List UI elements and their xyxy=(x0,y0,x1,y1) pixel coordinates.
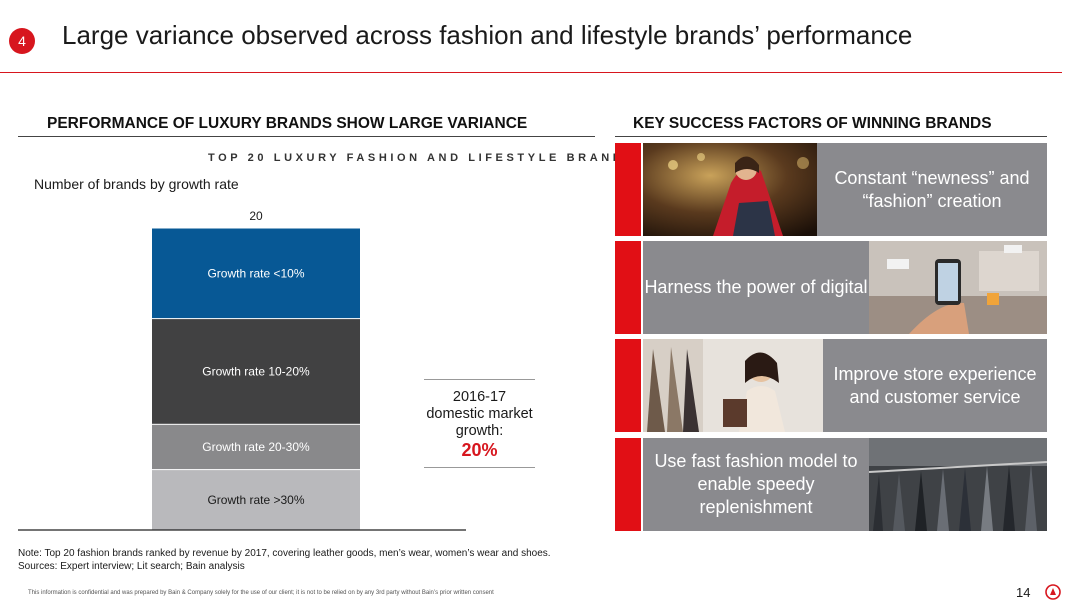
bar-segment xyxy=(152,424,360,470)
success-factor-1: Constant “newness” and “fashion” creatio… xyxy=(615,143,1047,236)
clothing-rack-photo xyxy=(869,438,1047,531)
factor-accent-bar xyxy=(615,241,641,334)
factor-accent-bar xyxy=(615,143,641,236)
success-factor-4: Use fast fashion model to enable speedy … xyxy=(615,438,1047,531)
bar-segment xyxy=(152,470,360,530)
factor-label-1: Constant “newness” and “fashion” creatio… xyxy=(817,143,1047,236)
bar-segment xyxy=(152,228,360,319)
chart-subtitle: TOP 20 LUXURY FASHION AND LIFESTYLE BRAN… xyxy=(208,152,636,164)
factor-accent-bar xyxy=(615,438,641,531)
left-heading-rule xyxy=(18,136,595,137)
factor-label-2: Harness the power of digital xyxy=(643,241,869,334)
factor-accent-bar xyxy=(615,339,641,432)
success-factor-2: Harness the power of digital xyxy=(615,241,1047,334)
bar-total-label: 20 xyxy=(249,209,263,223)
right-heading-rule xyxy=(615,136,1047,137)
right-section-heading: KEY SUCCESS FACTORS OF WINNING BRANDS xyxy=(633,115,992,132)
store-customer-photo xyxy=(643,339,823,432)
left-section-heading: PERFORMANCE OF LUXURY BRANDS SHOW LARGE … xyxy=(47,115,528,132)
bain-logo-icon xyxy=(1045,584,1061,600)
footnote: Note: Top 20 fashion brands ranked by re… xyxy=(18,547,551,573)
footnote-sources: Sources: Expert interview; Lit search; B… xyxy=(18,561,245,572)
stacked-bar-chart: Growth rate >30% Growth rate 20-30% Growth… xyxy=(18,209,466,531)
factor-label-3: Improve store experience and customer se… xyxy=(823,339,1047,432)
bar-segment-label: Growth rate 10-20% xyxy=(202,364,310,378)
title-divider xyxy=(0,72,1062,73)
bar-segment-label: Growth rate 20-30% xyxy=(202,440,310,454)
bar-segment xyxy=(152,319,360,424)
callout-value: 20% xyxy=(461,440,498,460)
footnote-note: Note: Top 20 fashion brands ranked by re… xyxy=(18,548,551,559)
section-number-badge: 4 xyxy=(9,28,35,54)
chart-y-label: Number of brands by growth rate xyxy=(34,176,239,192)
smartphone-store-photo xyxy=(869,241,1047,334)
market-growth-callout: 2016-17 domestic market growth: 20% xyxy=(424,379,535,468)
bar-segment-label: Growth rate <10% xyxy=(207,266,304,280)
page-title: Large variance observed across fashion a… xyxy=(62,20,913,50)
success-factor-3: Improve store experience and customer se… xyxy=(615,339,1047,432)
page-number: 14 xyxy=(1016,585,1031,600)
callout-label: 2016-17 domestic market growth: xyxy=(426,389,533,439)
bar-segment-label: Growth rate >30% xyxy=(207,493,304,507)
factor-label-4: Use fast fashion model to enable speedy … xyxy=(643,438,869,531)
shopping-woman-photo xyxy=(643,143,835,236)
confidentiality-disclaimer: This information is confidential and was… xyxy=(28,590,494,596)
